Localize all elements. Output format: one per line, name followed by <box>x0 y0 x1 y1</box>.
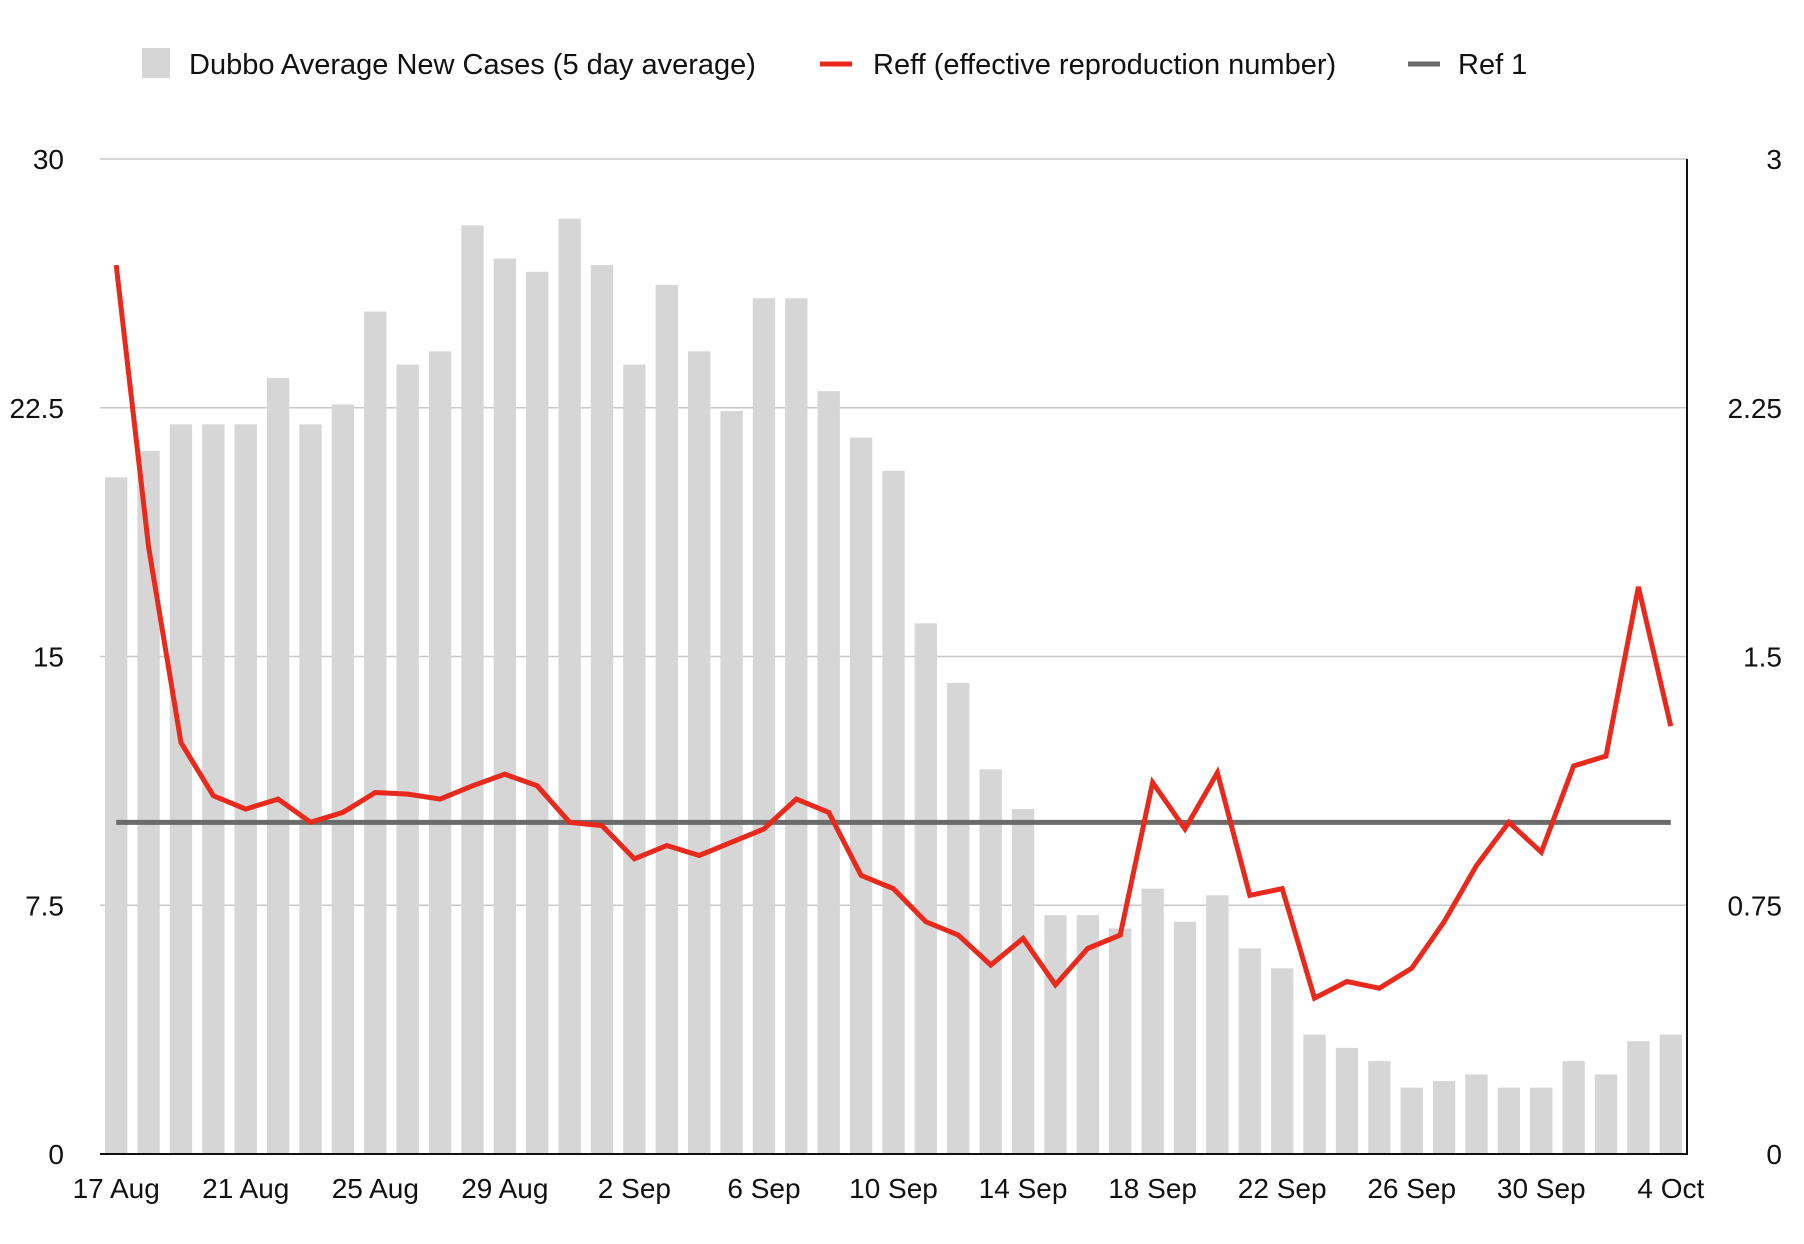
x-tick-label: 17 Aug <box>73 1173 160 1204</box>
bar <box>1432 1081 1456 1154</box>
x-tick-label: 21 Aug <box>202 1173 289 1204</box>
y-tick-label-left: 30 <box>33 144 64 175</box>
x-tick-label: 25 Aug <box>332 1173 419 1204</box>
y-tick-label-left: 15 <box>33 642 64 673</box>
bar <box>105 477 128 1154</box>
legend-label-reff: Reff (effective reproduction number) <box>873 49 1336 81</box>
bar <box>752 298 776 1154</box>
y-tick-label-right: 1.5 <box>1743 642 1782 673</box>
bar <box>590 265 614 1155</box>
bar <box>1270 968 1294 1154</box>
bar <box>914 623 938 1154</box>
reff-line <box>113 264 1674 1002</box>
y-tick-label-right: 3 <box>1766 144 1782 175</box>
bar <box>947 683 970 1154</box>
x-tick-label: 10 Sep <box>849 1173 938 1204</box>
bar <box>396 364 419 1155</box>
y-axis-right-ticks: 0 0.75 1.5 2.25 3 <box>1728 144 1783 1170</box>
bar <box>1173 921 1197 1154</box>
x-tick-label: 2 Sep <box>598 1173 671 1204</box>
bar <box>137 450 160 1154</box>
y-tick-label-right: 0 <box>1766 1139 1782 1170</box>
y-tick-label-right: 2.25 <box>1728 393 1783 424</box>
bar <box>558 218 581 1154</box>
x-axis-ticks: 17 Aug 21 Aug 25 Aug 29 Aug 2 Sep 6 Sep 10 Sep… <box>73 1173 1705 1204</box>
bar <box>299 424 322 1154</box>
lines <box>113 264 1674 1002</box>
bar <box>785 298 808 1154</box>
bar <box>882 470 905 1154</box>
legend-label-ref1: Ref 1 <box>1458 49 1527 81</box>
y-tick-label-left: 7.5 <box>25 890 64 921</box>
x-tick-label: 14 Sep <box>979 1173 1068 1204</box>
bar <box>1141 888 1164 1154</box>
bar <box>1659 1034 1682 1154</box>
bar <box>1206 895 1229 1154</box>
bar <box>493 258 517 1154</box>
x-tick-label: 4 Oct <box>1637 1173 1704 1204</box>
x-tick-label: 26 Sep <box>1367 1173 1456 1204</box>
bar <box>1530 1087 1553 1154</box>
bar <box>1368 1061 1391 1154</box>
bar <box>1044 915 1067 1154</box>
bar <box>1497 1087 1521 1154</box>
bar <box>849 437 873 1155</box>
bars-cases <box>105 218 1682 1155</box>
x-tick-label: 6 Sep <box>727 1173 800 1204</box>
bar <box>428 351 452 1154</box>
bar <box>655 285 678 1154</box>
legend-label-cases: Dubbo Average New Cases (5 day average) <box>189 49 756 81</box>
x-tick-label: 30 Sep <box>1497 1173 1586 1204</box>
bar <box>331 404 355 1154</box>
bar <box>623 364 646 1155</box>
bar <box>1562 1061 1585 1154</box>
bar <box>202 424 225 1154</box>
legend: Dubbo Average New Cases (5 day average) … <box>142 48 1527 81</box>
bar <box>1238 948 1261 1154</box>
bar <box>687 351 711 1154</box>
bar <box>1335 1047 1359 1154</box>
bar <box>1076 915 1100 1154</box>
bar <box>1011 809 1035 1154</box>
bar <box>1303 1034 1326 1154</box>
bar <box>234 424 257 1154</box>
bar <box>526 271 549 1154</box>
axes <box>100 159 1688 1155</box>
bar <box>266 377 290 1154</box>
bar <box>461 225 484 1155</box>
bar <box>720 411 743 1155</box>
bar <box>1627 1041 1650 1154</box>
y-tick-label-left: 0 <box>48 1139 64 1170</box>
legend-swatch-cases <box>142 48 170 78</box>
bar <box>1594 1074 1618 1154</box>
y-tick-label-left: 22.5 <box>10 393 65 424</box>
bar <box>817 391 840 1155</box>
bar <box>1400 1087 1423 1154</box>
x-tick-label: 22 Sep <box>1238 1173 1327 1204</box>
y-tick-label-right: 0.75 <box>1728 890 1783 921</box>
x-tick-label: 29 Aug <box>461 1173 548 1204</box>
bar <box>169 424 193 1154</box>
bar <box>1109 928 1132 1154</box>
x-tick-label: 18 Sep <box>1108 1173 1197 1204</box>
bar <box>1465 1074 1488 1154</box>
y-axis-left-ticks: 0 7.5 15 22.5 30 <box>10 144 65 1170</box>
bar <box>364 311 387 1155</box>
